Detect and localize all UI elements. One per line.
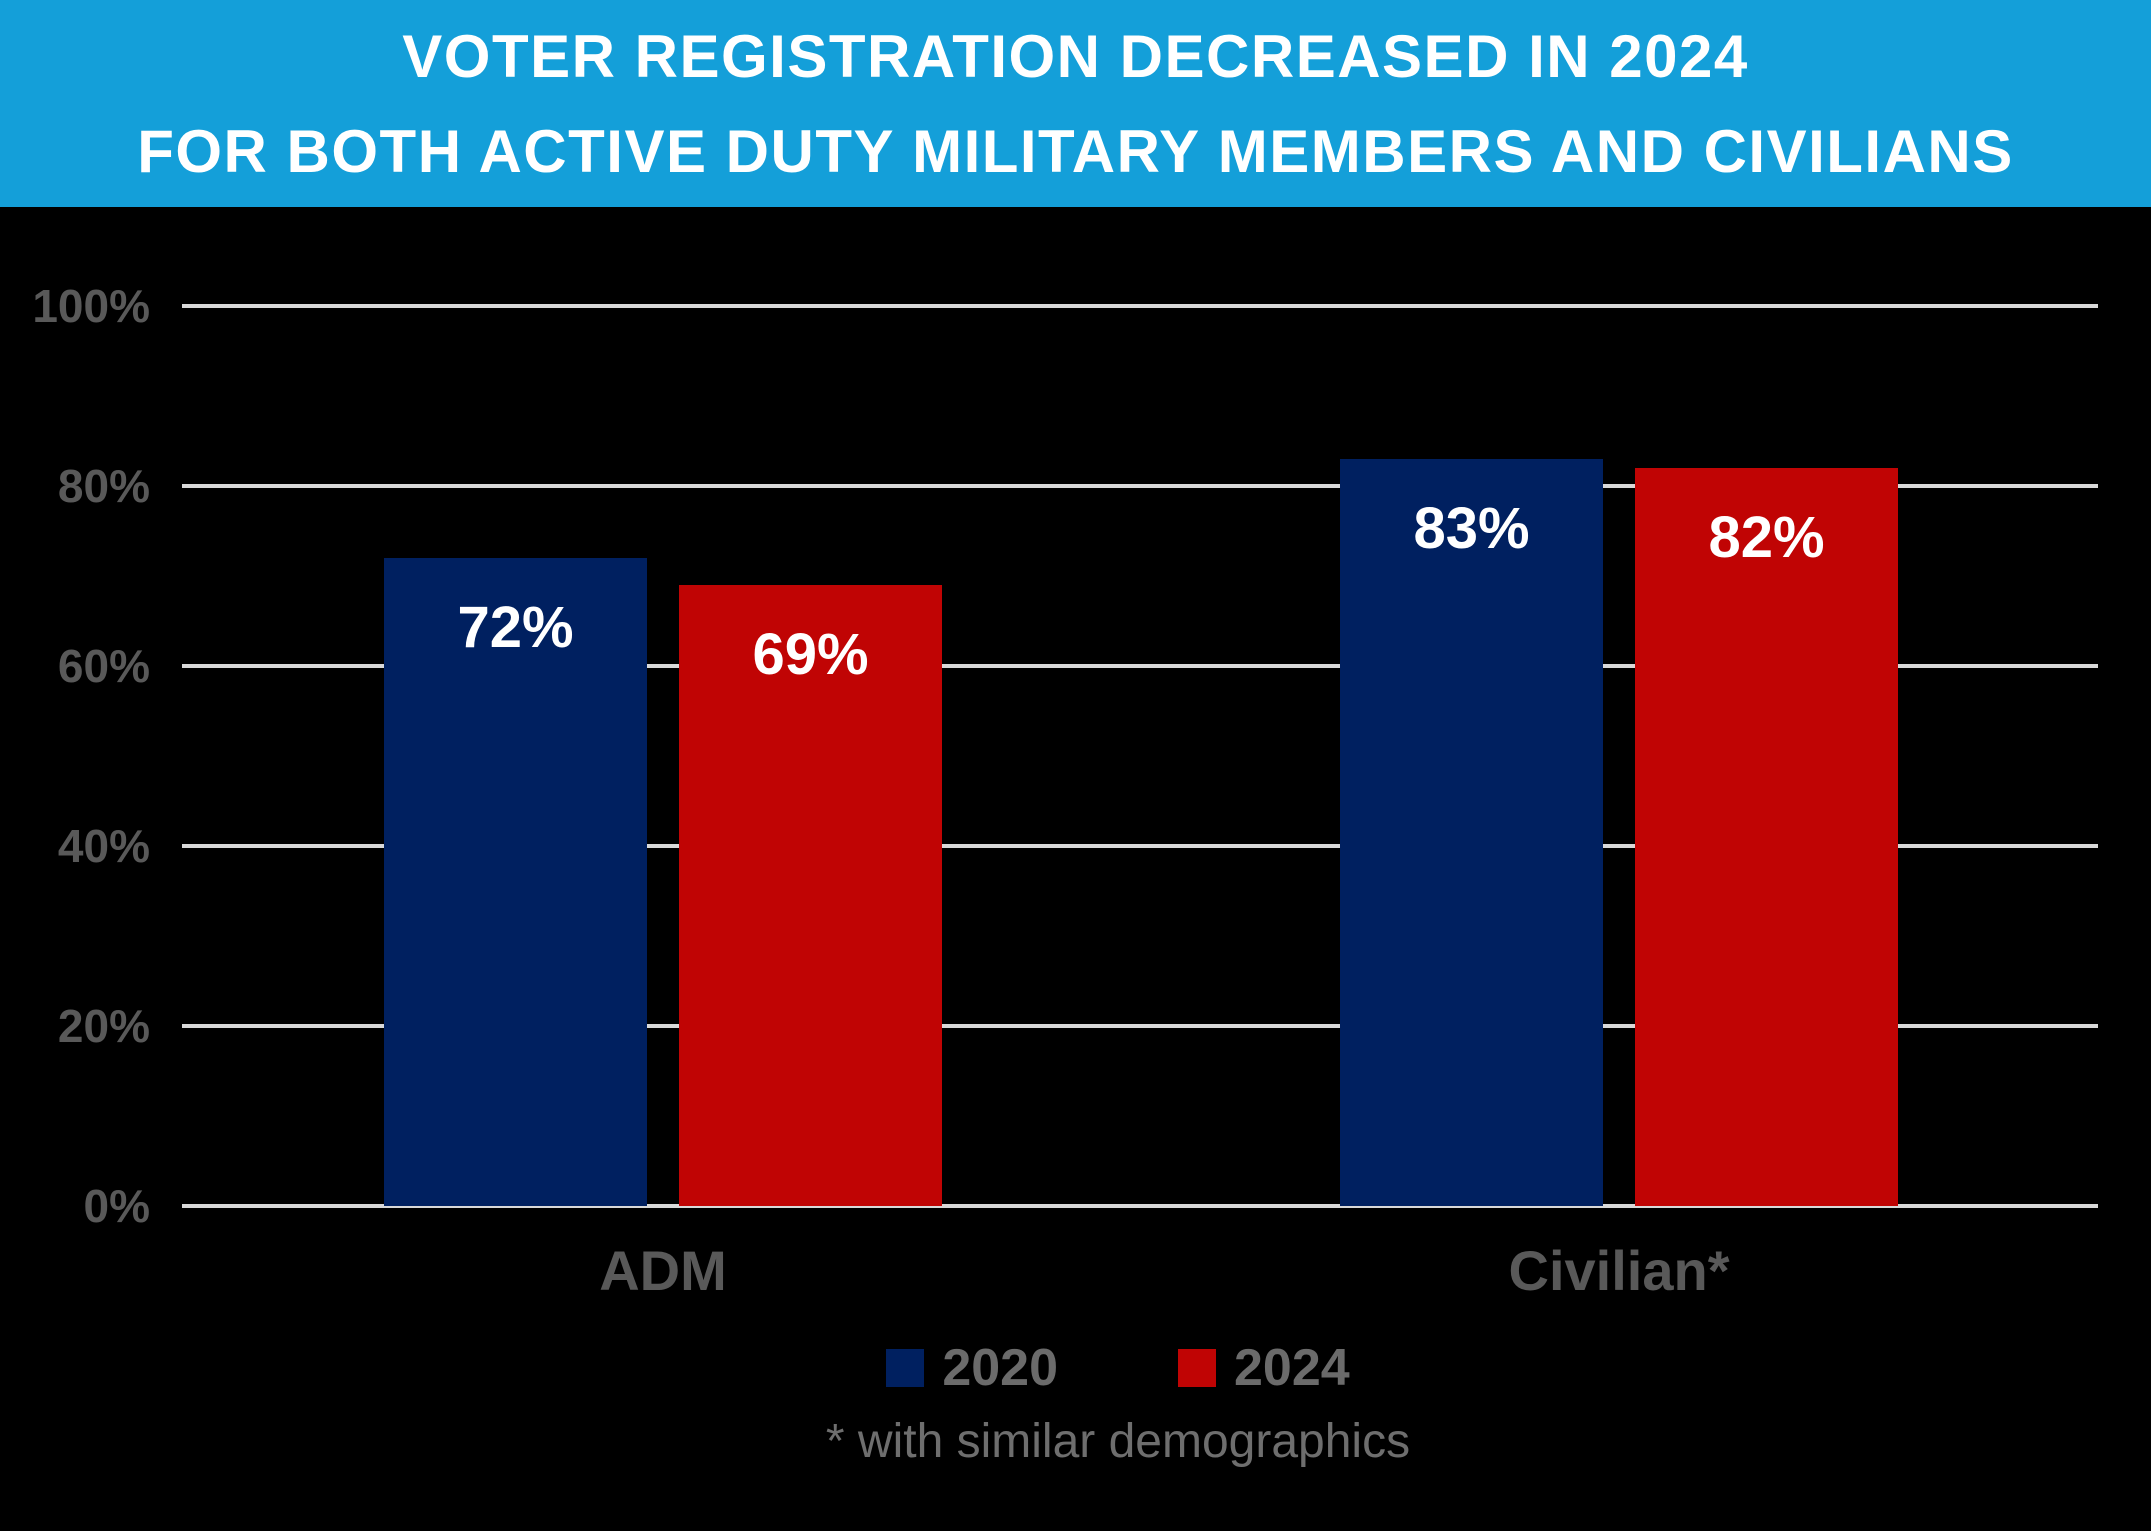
legend-label-2020: 2020 [942, 1339, 1058, 1397]
legend-item-2020: 2020 [886, 1340, 1058, 1396]
chart-title-line2: FOR BOTH ACTIVE DUTY MILITARY MEMBERS AN… [137, 117, 2014, 185]
value-label-2020-adm: 72% [457, 595, 574, 660]
y-axis-tick-80: 80% [57, 460, 150, 512]
x-axis-label-adm: ADM [599, 1239, 727, 1302]
y-axis-tick-20: 20% [57, 1000, 150, 1052]
legend-item-2024: 2024 [1178, 1340, 1350, 1396]
gridline-40 [182, 844, 2098, 848]
gridline-100 [182, 304, 2098, 308]
gridline-60 [182, 664, 2098, 668]
gridline-80 [182, 484, 2098, 488]
chart-footnote: * with similar demographics [825, 1415, 1411, 1468]
value-label-2024-adm: 69% [752, 622, 869, 687]
y-axis-tick-40: 40% [57, 820, 150, 872]
chart-title-banner: VOTER REGISTRATION DECREASED IN 2024 FOR… [0, 0, 2151, 207]
gridline-0 [182, 1204, 2098, 1208]
bar-2020-civilian [1340, 459, 1603, 1206]
legend-swatch-2020-icon [886, 1349, 925, 1387]
y-axis-tick-0: 0% [83, 1180, 150, 1232]
legend-label-2024: 2024 [1234, 1339, 1350, 1397]
gridline-20 [182, 1024, 2098, 1028]
bar-2024-civilian [1635, 468, 1898, 1206]
x-axis-label-civilian: Civilian* [1508, 1239, 1730, 1302]
chart-title-line1: VOTER REGISTRATION DECREASED IN 2024 [402, 22, 1749, 90]
y-axis-tick-60: 60% [57, 640, 150, 692]
legend-swatch-2024-icon [1178, 1349, 1216, 1387]
y-axis-tick-100: 100% [32, 280, 150, 332]
value-label-2024-civilian: 82% [1708, 505, 1825, 570]
bar-2020-adm [384, 558, 647, 1206]
bar-2024-adm [679, 585, 942, 1206]
chart-legend: 2020 2024 [0, 1340, 2151, 1396]
value-label-2020-civilian: 83% [1413, 496, 1530, 561]
